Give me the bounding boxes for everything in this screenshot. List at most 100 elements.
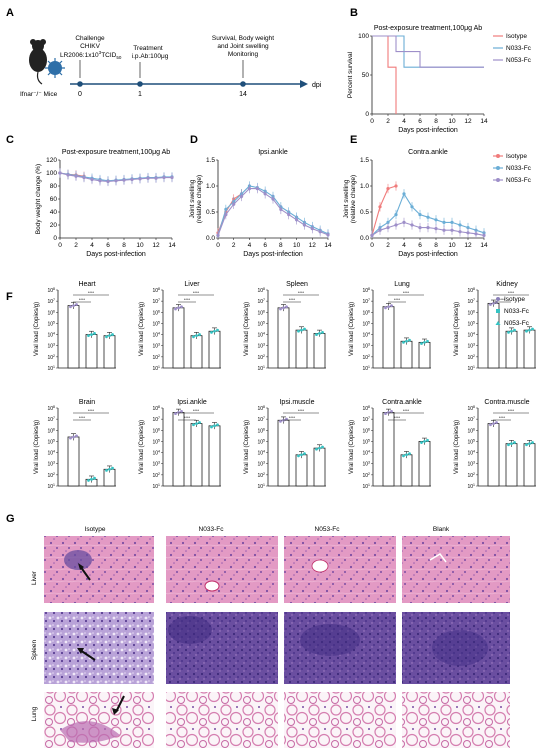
viral-y-tick-exp: 6 bbox=[368, 309, 370, 313]
viral-y-tick-label: 107 bbox=[257, 298, 265, 305]
viral-y-tick-exp: 6 bbox=[263, 427, 265, 431]
viral-y-tick-label: 102 bbox=[257, 472, 265, 479]
histology-lung-n053 bbox=[284, 692, 396, 748]
viral-bar bbox=[190, 423, 203, 487]
viral-y-tick-exp: 8 bbox=[158, 287, 160, 291]
viral-y-tick-label: 102 bbox=[362, 354, 370, 361]
chart-C-x-tick-label: 6 bbox=[106, 242, 110, 249]
legend-f-isotype-marker bbox=[496, 297, 500, 301]
viral-point bbox=[321, 445, 324, 449]
chart-C-point bbox=[154, 176, 158, 180]
viral-y-label: Viral load (Copies/g) bbox=[244, 420, 250, 474]
viral-bar bbox=[208, 425, 221, 487]
viral-y-tick-base: 10 bbox=[362, 406, 368, 412]
chart-D-x-tick-label: 0 bbox=[216, 242, 220, 249]
viral-y-tick-exp: 8 bbox=[53, 405, 55, 409]
viral-y-tick-label: 101 bbox=[152, 365, 160, 372]
viral-y-tick-label: 105 bbox=[257, 438, 265, 445]
viral-point bbox=[420, 342, 423, 345]
viral-y-tick-base: 10 bbox=[467, 288, 473, 294]
chart-B-x-tick-label: 2 bbox=[386, 118, 390, 125]
viral-y-tick-exp: 3 bbox=[368, 461, 370, 465]
spleen-blank-follicle bbox=[432, 630, 488, 666]
viral-y-label: Viral load (Copies/g) bbox=[139, 302, 145, 356]
viral-y-tick-label: 101 bbox=[362, 483, 370, 490]
viral-point bbox=[198, 333, 201, 336]
viral-y-tick-exp: 5 bbox=[263, 320, 265, 324]
viral-y-tick-base: 10 bbox=[257, 428, 263, 434]
liver-n053-vessel bbox=[311, 559, 329, 573]
viral-y-tick-base: 10 bbox=[47, 439, 53, 445]
viral-y-tick-base: 10 bbox=[467, 299, 473, 305]
viral-y-tick-base: 10 bbox=[362, 299, 368, 305]
viral-y-tick-base: 10 bbox=[257, 417, 263, 423]
viral-y-tick-exp: 1 bbox=[473, 365, 475, 369]
chart-D-point bbox=[326, 233, 330, 237]
viral-y-tick-base: 10 bbox=[152, 417, 158, 423]
viral-bar bbox=[400, 340, 413, 369]
chart-D-y-tick-label: 0.0 bbox=[206, 235, 215, 242]
chart-B-x-tick-label: 0 bbox=[370, 118, 374, 125]
viral-bar bbox=[523, 443, 536, 487]
viral-point bbox=[87, 334, 90, 338]
chart-D-point bbox=[232, 202, 236, 206]
viral-point bbox=[174, 412, 177, 415]
challenge-line1: Challenge bbox=[75, 35, 105, 42]
viral-y-tick-exp: 1 bbox=[263, 483, 265, 487]
viral-y-tick-label: 104 bbox=[152, 332, 160, 339]
viral-y-tick-base: 10 bbox=[257, 299, 263, 305]
viral-y-tick-exp: 2 bbox=[158, 472, 160, 476]
viral-y-tick-exp: 1 bbox=[368, 365, 370, 369]
viral-point bbox=[72, 304, 75, 307]
viral-y-tick-base: 10 bbox=[362, 310, 368, 316]
histology-lung-n033 bbox=[166, 692, 278, 748]
viral-organ-title: Spleen bbox=[286, 281, 308, 288]
ipsi-ankle-chart: Ipsi.ankle 0 2 4 6 8 10 12 14 0.0 0.5 1.0 1.5 Days po… bbox=[189, 149, 332, 258]
viral-point bbox=[297, 454, 300, 458]
viral-point bbox=[408, 452, 411, 456]
chart-D-x-tick-label: 10 bbox=[293, 242, 301, 249]
viral-y-tick-exp: 4 bbox=[53, 450, 55, 454]
viral-point bbox=[177, 306, 180, 310]
viral-y-tick-label: 106 bbox=[152, 309, 160, 316]
viral-point bbox=[72, 435, 75, 439]
viral-y-tick-label: 105 bbox=[47, 438, 55, 445]
legend-bcde: Isotype N033-Fc N053-Fc Isotype N033-Fc … bbox=[493, 33, 532, 184]
treatment-line2: i.p.Ab:100μg bbox=[132, 53, 169, 60]
chart-C-x-label: Days post-infection bbox=[86, 251, 146, 258]
viral-y-tick-exp: 3 bbox=[53, 461, 55, 465]
viral-y-tick-base: 10 bbox=[362, 366, 368, 372]
viral-y-tick-exp: 8 bbox=[263, 405, 265, 409]
viral-y-tick-label: 103 bbox=[467, 343, 475, 350]
viral-y-tick-base: 10 bbox=[152, 310, 158, 316]
legend-e-n033: N033-Fc bbox=[506, 165, 532, 172]
viral-y-tick-exp: 1 bbox=[158, 365, 160, 369]
viral-sig-stars-long: **** bbox=[403, 290, 410, 295]
chart-B-series-line bbox=[372, 35, 484, 68]
viral-point bbox=[300, 328, 303, 332]
viral-y-tick-base: 10 bbox=[47, 288, 53, 294]
chart-B-x-tick-label: 10 bbox=[448, 118, 456, 125]
viral-y-tick-label: 107 bbox=[47, 298, 55, 305]
viral-organ-title: Ipsi.ankle bbox=[177, 399, 207, 406]
viral-y-tick-exp: 2 bbox=[368, 472, 370, 476]
legend-f-n053: N053-Fc bbox=[504, 320, 530, 327]
chart-C-x-tick-label: 0 bbox=[58, 242, 62, 249]
viral-point bbox=[213, 424, 216, 428]
chart-C-y-tick-label: 60 bbox=[50, 196, 58, 203]
chart-C-point bbox=[170, 175, 174, 180]
viral-y-tick-base: 10 bbox=[257, 484, 263, 490]
chart-C-y-label: Body weight change (%) bbox=[35, 164, 42, 234]
viral-point bbox=[210, 330, 213, 334]
viral-y-tick-label: 105 bbox=[467, 438, 475, 445]
viral-bar bbox=[208, 330, 221, 369]
viral-y-tick-label: 101 bbox=[467, 365, 475, 372]
viral-y-tick-label: 103 bbox=[152, 343, 160, 350]
chart-E-x-tick-label: 4 bbox=[402, 242, 406, 249]
chart-B-x-tick-label: 12 bbox=[464, 118, 472, 125]
viral-y-tick-exp: 5 bbox=[53, 438, 55, 442]
viral-y-tick-exp: 5 bbox=[368, 438, 370, 442]
chart-E-point bbox=[442, 220, 446, 224]
chart-E-point bbox=[450, 220, 454, 224]
viral-y-tick-base: 10 bbox=[47, 344, 53, 350]
